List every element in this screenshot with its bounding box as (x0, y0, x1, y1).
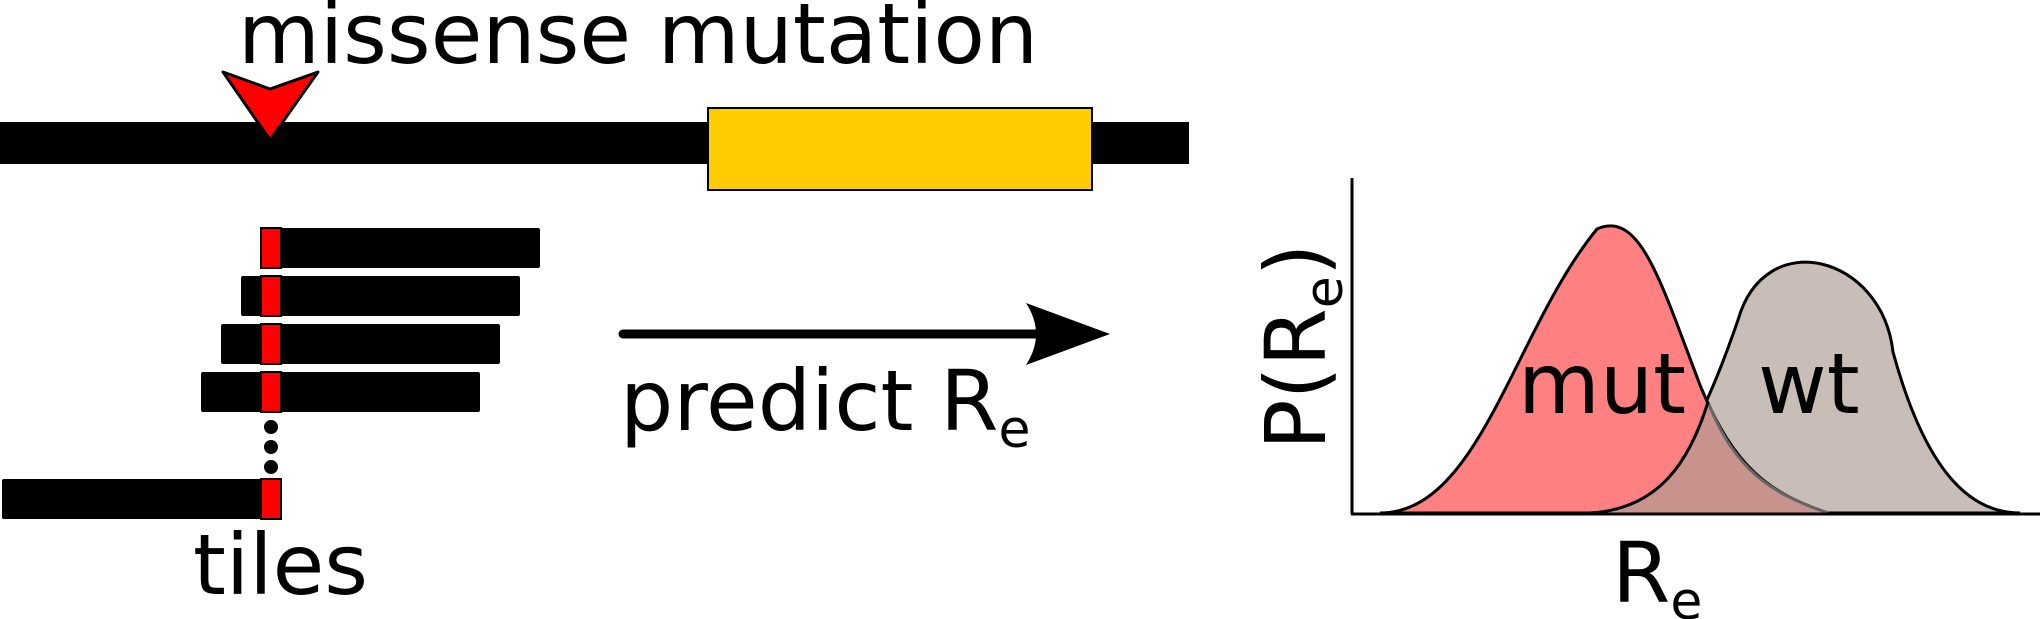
wildtype-label: wt (1758, 335, 1860, 433)
tile-mutation-mark (260, 478, 282, 520)
tile (2, 478, 282, 520)
tile (201, 371, 480, 413)
predict-label: predict Re (620, 352, 1031, 460)
tile (221, 323, 500, 365)
ellipsis-icon (264, 420, 278, 474)
tile-mutation-mark (260, 323, 282, 365)
tiles-label: tiles (193, 516, 368, 614)
overlap-outline-wt (1589, 401, 1710, 515)
mutation-marker-icon (221, 70, 320, 142)
x-axis-label: Re (1612, 524, 1702, 619)
tile-mutation-mark (260, 275, 282, 317)
distribution-plot: mut wt P(Re) Re (1247, 178, 2040, 619)
tile (241, 275, 520, 317)
right-arrow-icon (1026, 303, 1110, 365)
mutant-label: mut (1518, 335, 1686, 433)
tile-mutation-mark (260, 227, 282, 269)
y-axis-label: P(Re) (1247, 243, 1355, 450)
tiles-group (2, 227, 540, 520)
mutation-title: missense mutation (238, 0, 1038, 83)
tile-mutation-mark (260, 371, 282, 413)
gene-region (707, 107, 1093, 191)
overlap-outline (1706, 401, 1829, 515)
tile (260, 227, 540, 269)
